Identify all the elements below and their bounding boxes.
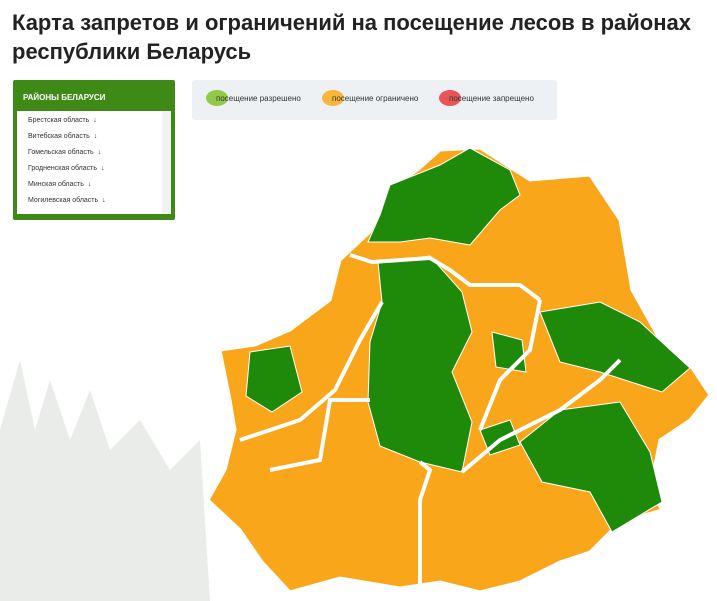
oblast-borders (239, 253, 622, 585)
region-name: Брестская область (28, 117, 90, 124)
expand-arrow[interactable]: ↓ (102, 197, 106, 204)
expand-arrow[interactable]: ↓ (101, 165, 105, 172)
region-item[interactable]: Брестская область ↓ (28, 113, 171, 129)
region-item[interactable]: Витебская область ↓ (28, 129, 171, 145)
page-title: Карта запретов и ограничений на посещени… (12, 10, 691, 64)
region-item[interactable]: Гомельская область ↓ (28, 145, 171, 161)
region-name: Минская область (28, 181, 84, 188)
legend-swatch (322, 90, 344, 106)
legend-swatch (439, 90, 461, 106)
legend-label: посещение запрещено (449, 94, 534, 103)
forest-bg (0, 360, 210, 601)
legend-item: посещение запрещено (439, 90, 534, 106)
expand-arrow[interactable]: ↓ (93, 133, 98, 140)
legend-label: посещение ограничено (332, 94, 419, 103)
expand-arrow[interactable]: ↓ (87, 181, 92, 188)
region-name: Витебская область (28, 133, 90, 140)
legend-item: посещение ограничено (322, 90, 419, 106)
green-areas (245, 147, 691, 533)
sidebar-title: РАЙОНЫ БЕЛАРУСИ (23, 93, 106, 102)
scrollbar[interactable] (162, 111, 171, 214)
legend-swatch (206, 90, 228, 106)
region-name: Гомельская область (28, 149, 94, 156)
sidebar: РАЙОНЫ БЕЛАРУСИ Брестская область ↓ Витебс… (13, 80, 175, 220)
region-item[interactable]: Минская область ↓ (28, 177, 171, 193)
region-item[interactable]: Гродненская область ↓ (28, 161, 171, 177)
legend-item: посещение разрешено (206, 90, 301, 106)
region-list: Брестская область ↓ Витебская область ↓ Гоме… (17, 111, 171, 214)
expand-arrow[interactable]: ↓ (93, 117, 97, 124)
legend: посещение разрешено посещение ограничено п… (192, 80, 557, 120)
region-name: Гродненская область (28, 165, 98, 172)
region-item[interactable]: Могилевская область ↓ (28, 193, 171, 209)
legend-label: посещение разрешено (216, 94, 301, 103)
expand-arrow[interactable]: ↓ (97, 149, 102, 156)
region-name: Могилевская область (28, 197, 99, 204)
